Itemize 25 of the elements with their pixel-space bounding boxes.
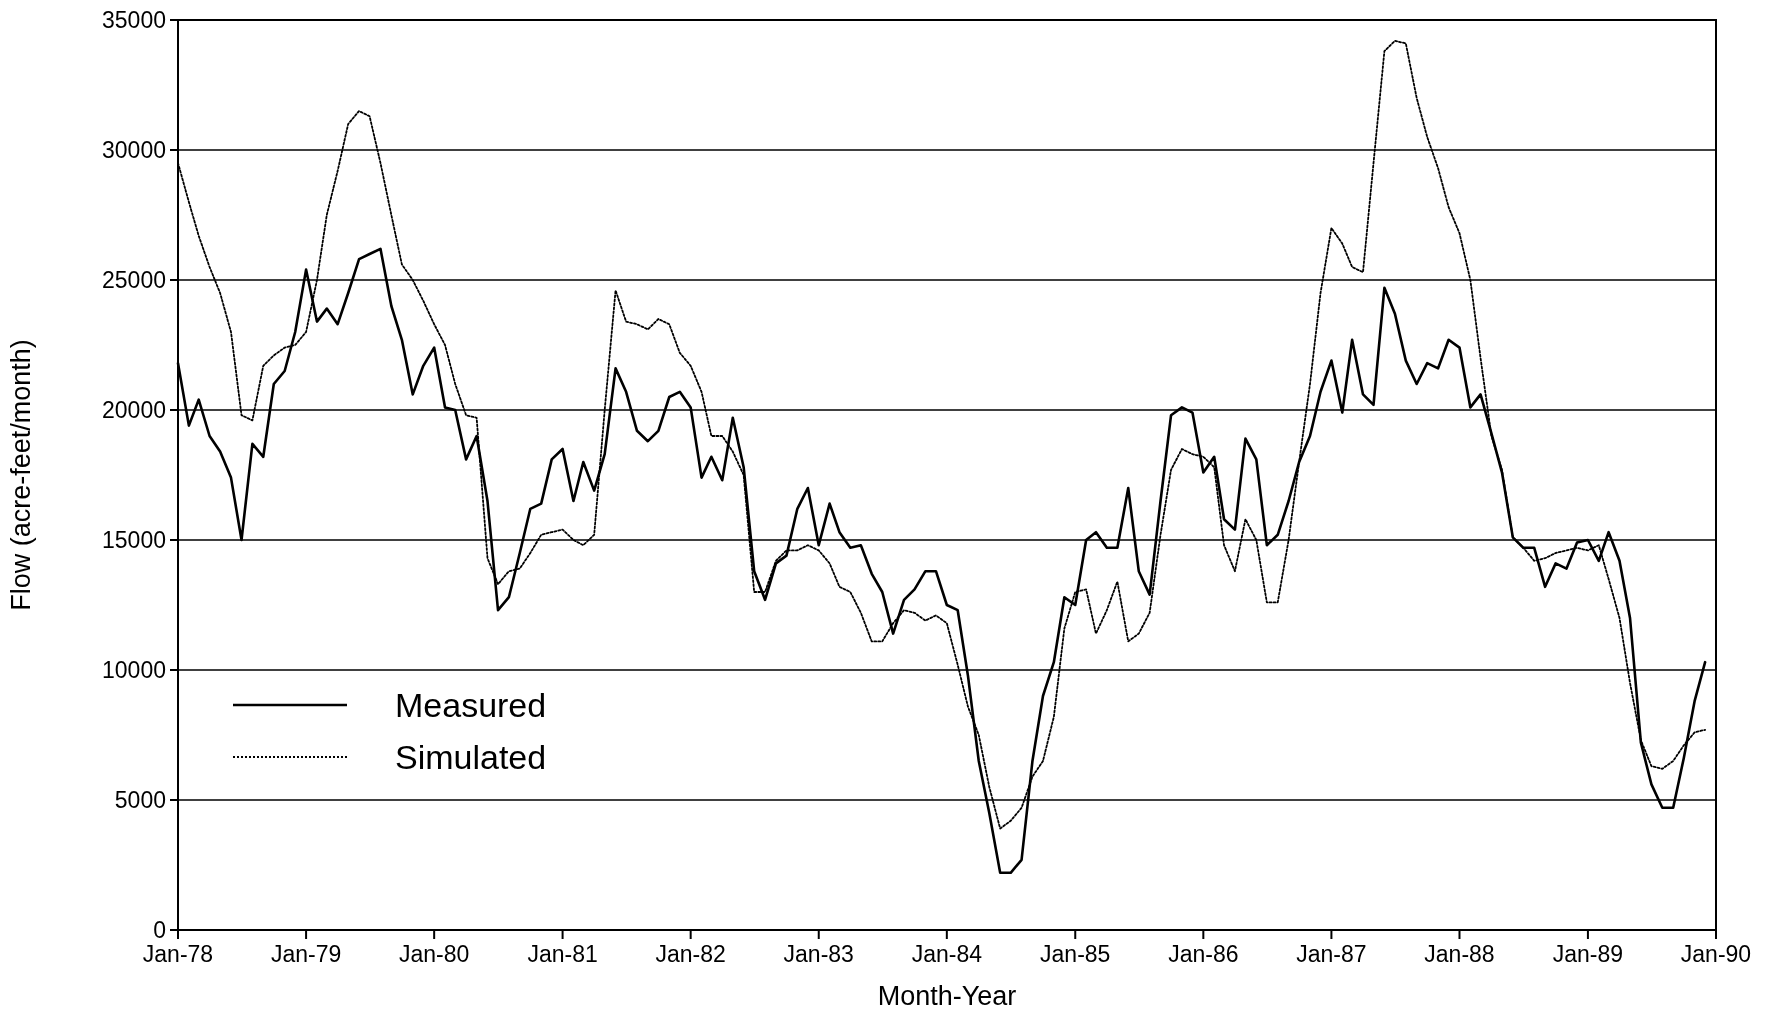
x-tick-label: Jan-82 — [655, 941, 726, 967]
x-tick-label: Jan-81 — [527, 941, 598, 967]
x-tick-label: Jan-80 — [398, 941, 470, 967]
legend-label: Measured — [395, 685, 547, 724]
x-tick-label: Jan-87 — [1296, 941, 1367, 967]
y-tick-label: 0 — [153, 917, 166, 944]
x-tick-label: Jan-85 — [1040, 941, 1111, 967]
y-tick-label: 30000 — [102, 137, 166, 164]
y-tick-label: 10000 — [102, 657, 166, 684]
x-tick-label: Jan-78 — [142, 941, 214, 967]
y-tick-label: 35000 — [102, 7, 166, 34]
x-tick-label: Jan-89 — [1552, 941, 1624, 967]
y-axis-title: Flow (acre-feet/month) — [6, 339, 36, 611]
legend-label: Simulated — [395, 737, 547, 776]
x-tick-label: Jan-90 — [1680, 941, 1752, 967]
x-tick-label: Jan-84 — [911, 941, 983, 967]
x-tick-label: Jan-88 — [1424, 941, 1495, 967]
x-axis-title: Month-Year — [877, 981, 1017, 1011]
x-tick-label: Jan-86 — [1168, 941, 1239, 967]
x-tick-label: Jan-79 — [270, 941, 342, 967]
y-tick-label: 5000 — [114, 787, 166, 814]
y-tick-label: 15000 — [102, 527, 166, 554]
y-tick-label: 25000 — [102, 267, 166, 294]
y-tick-label: 20000 — [102, 397, 166, 424]
x-tick-label: Jan-83 — [783, 941, 854, 967]
